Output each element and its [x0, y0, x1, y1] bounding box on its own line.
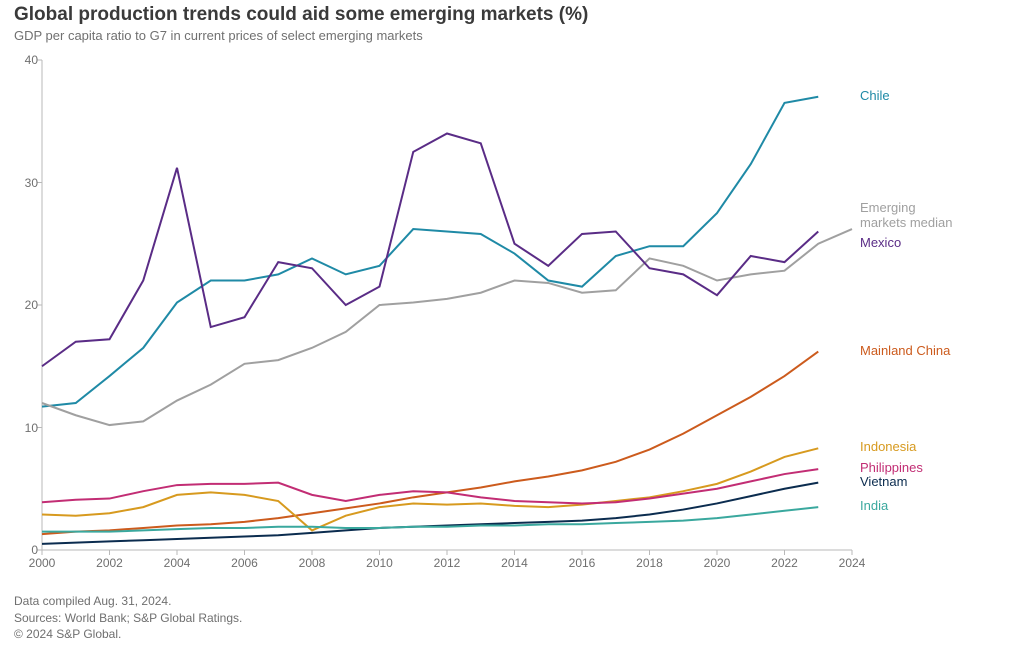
chart-footer: Data compiled Aug. 31, 2024. Sources: Wo…: [14, 593, 242, 642]
chart-area: 0102030402000200220042006200820102012201…: [22, 54, 1002, 566]
x-tick-label: 2010: [366, 556, 393, 570]
x-tick-label: 2004: [164, 556, 191, 570]
x-tick-label: 2018: [636, 556, 663, 570]
x-tick-label: 2012: [434, 556, 461, 570]
chart-container: Global production trends could aid some …: [0, 0, 1020, 650]
x-tick-label: 2022: [771, 556, 798, 570]
x-tick-label: 2002: [96, 556, 123, 570]
chart-svg: [22, 54, 1002, 566]
series-label: Vietnam: [860, 475, 907, 490]
y-tick-label: 10: [16, 421, 38, 435]
y-tick-label: 20: [16, 298, 38, 312]
footer-line-1: Data compiled Aug. 31, 2024.: [14, 593, 242, 609]
x-tick-label: 2020: [704, 556, 731, 570]
footer-line-2: Sources: World Bank; S&P Global Ratings.: [14, 610, 242, 626]
x-tick-label: 2000: [29, 556, 56, 570]
series-label: Indonesia: [860, 440, 916, 455]
y-tick-label: 40: [16, 53, 38, 67]
chart-title: Global production trends could aid some …: [14, 4, 1006, 26]
x-tick-label: 2014: [501, 556, 528, 570]
series-line: [42, 134, 818, 367]
x-tick-label: 2024: [839, 556, 866, 570]
chart-subtitle: GDP per capita ratio to G7 in current pr…: [14, 28, 1006, 43]
x-tick-label: 2008: [299, 556, 326, 570]
footer-line-3: © 2024 S&P Global.: [14, 626, 242, 642]
series-label: India: [860, 499, 888, 514]
x-tick-label: 2016: [569, 556, 596, 570]
y-tick-label: 30: [16, 176, 38, 190]
y-tick-label: 0: [16, 543, 38, 557]
series-line: [42, 229, 852, 425]
series-label: Mainland China: [860, 344, 950, 359]
series-line: [42, 507, 818, 532]
series-label: Emergingmarkets median: [860, 201, 952, 231]
x-tick-label: 2006: [231, 556, 258, 570]
series-label: Chile: [860, 89, 890, 104]
series-label: Mexico: [860, 236, 901, 251]
